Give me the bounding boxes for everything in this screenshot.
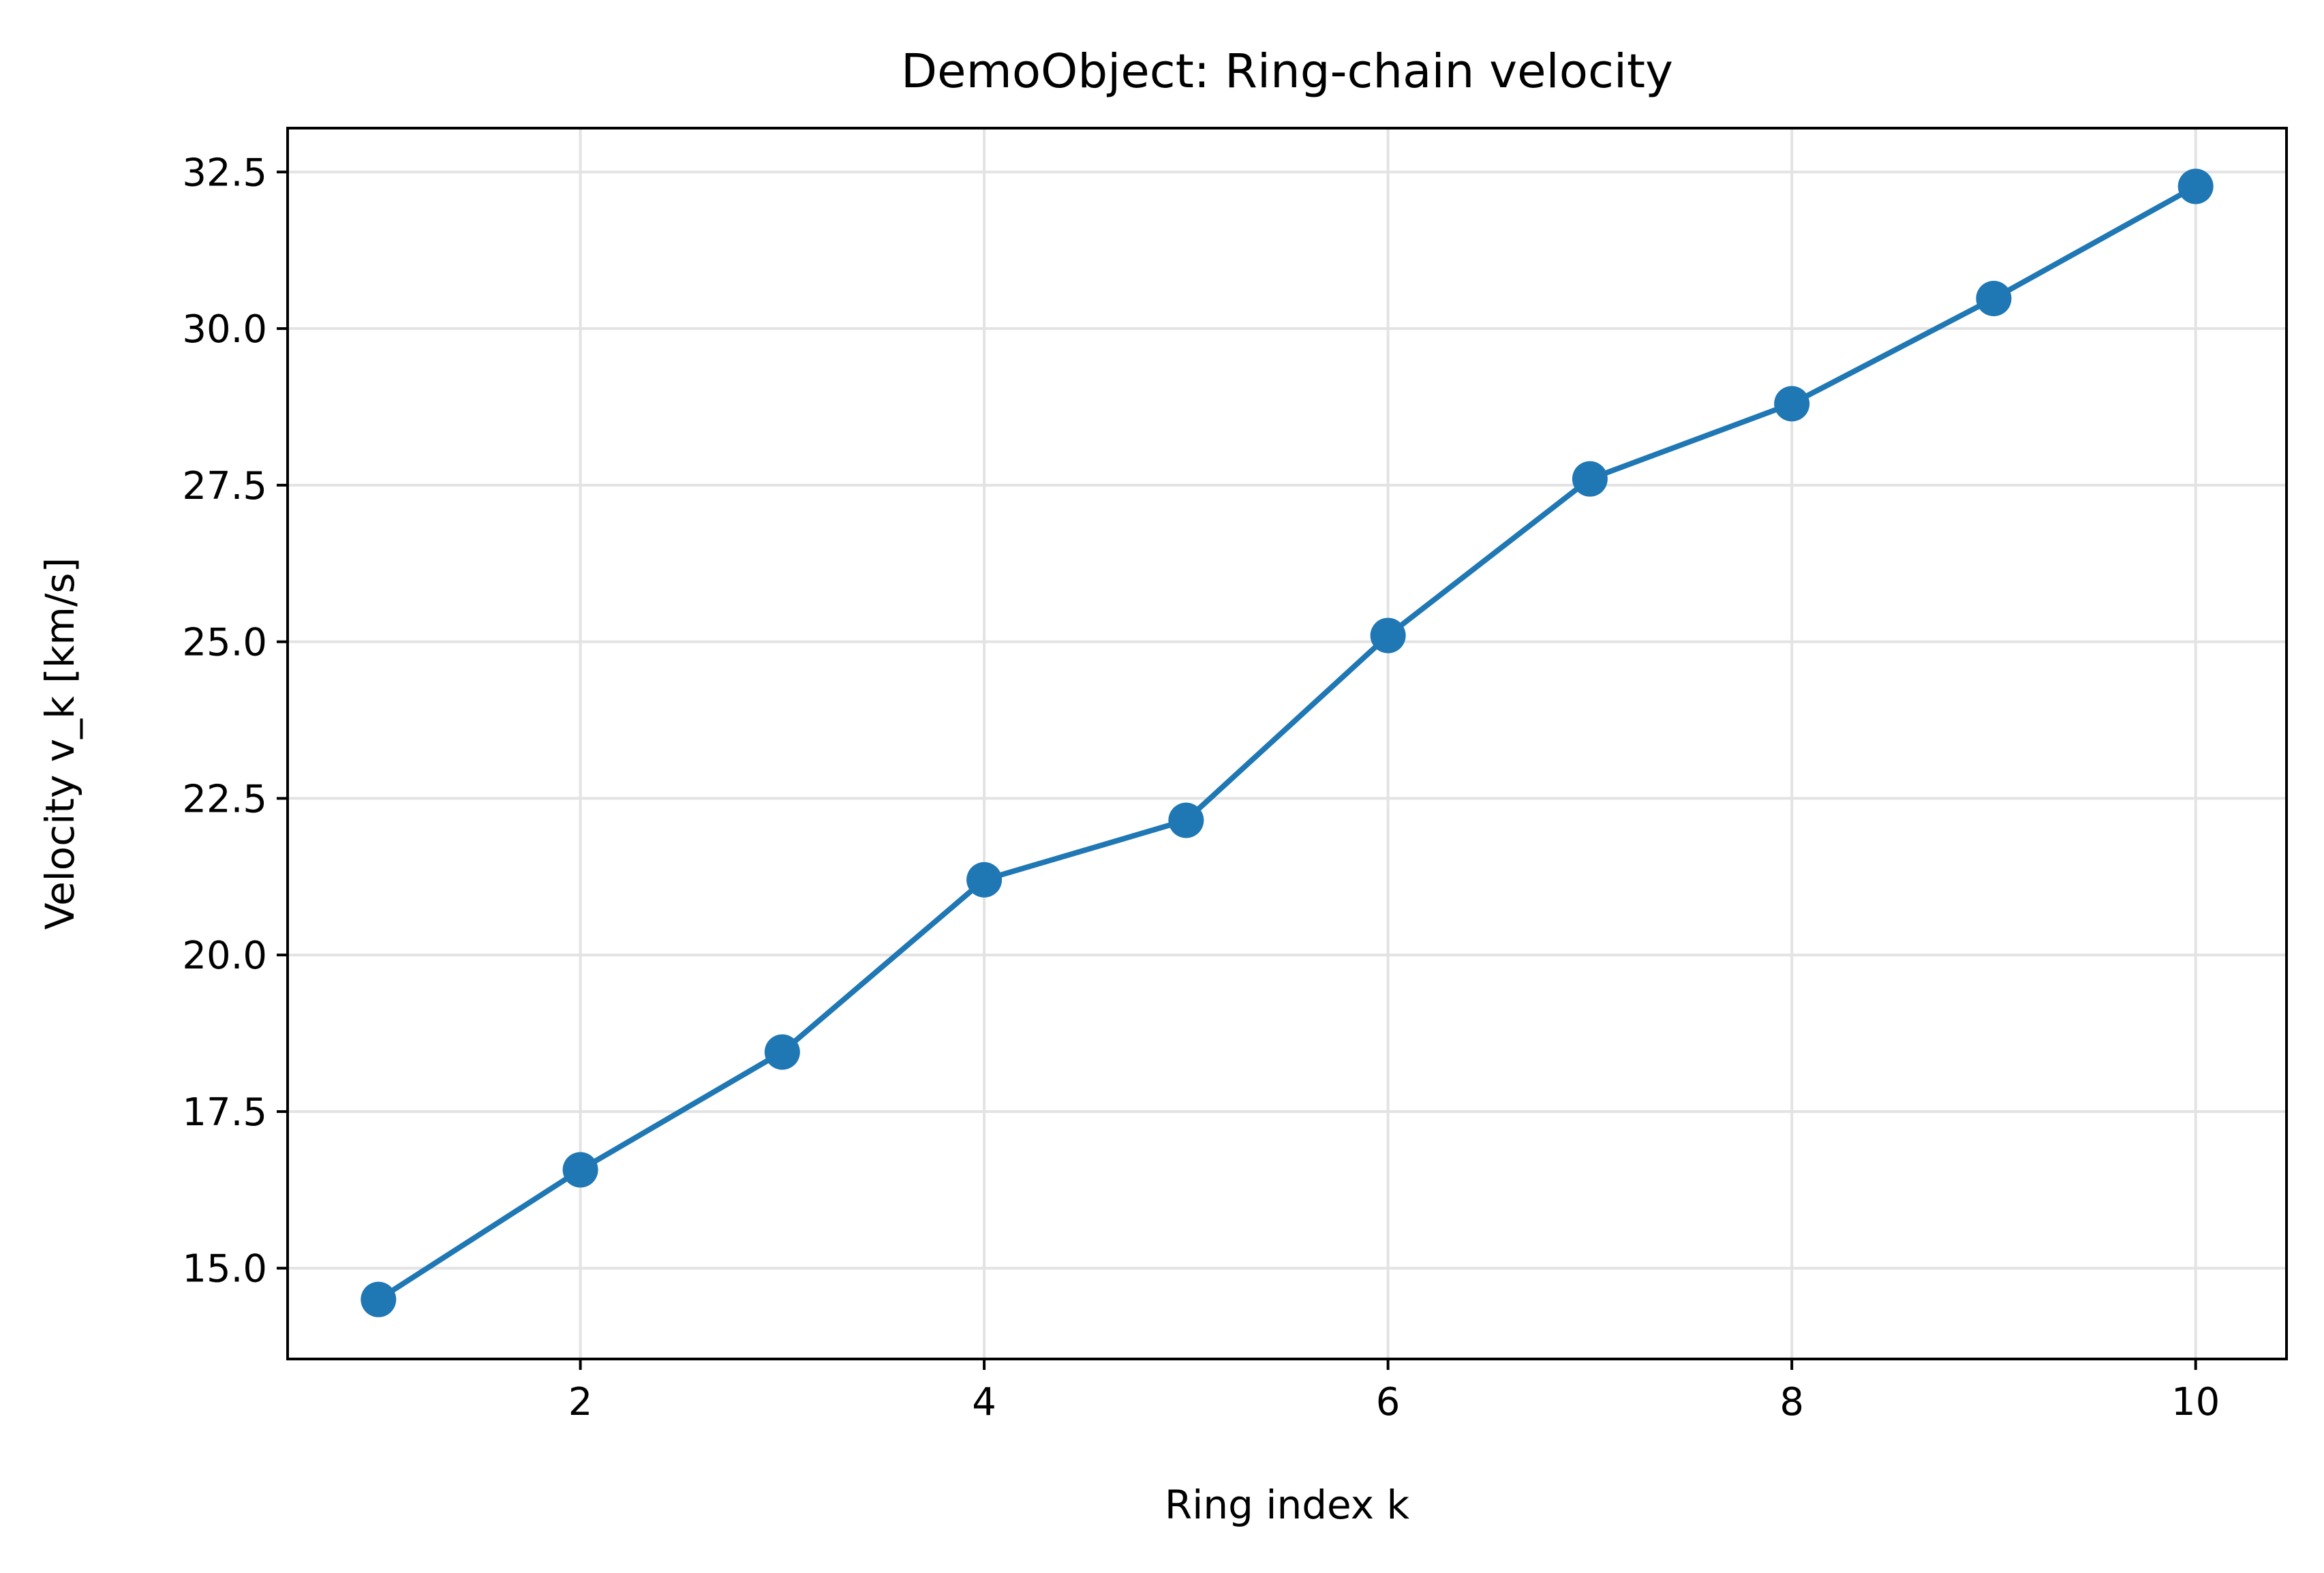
x-axis-label: Ring index k <box>1165 1482 1410 1528</box>
data-point <box>1572 461 1608 497</box>
data-point <box>2177 168 2214 204</box>
data-point <box>1370 617 1406 654</box>
x-tick-label: 10 <box>2171 1380 2220 1424</box>
chart-title: DemoObject: Ring-chain velocity <box>901 44 1673 99</box>
data-point <box>966 861 1003 898</box>
y-tick-label: 27.5 <box>182 464 267 508</box>
y-tick-label: 30.0 <box>182 307 267 352</box>
data-point <box>1774 386 1810 422</box>
y-tick-label: 22.5 <box>182 777 267 821</box>
data-point <box>1168 802 1204 838</box>
y-tick-label: 20.0 <box>182 934 267 978</box>
plot-area-frame <box>286 127 2288 1360</box>
axis-ticks: 2 4 6 8 10 15.0 17.5 20.0 22.5 25.0 27.5 30.0 32.5 <box>182 151 2220 1424</box>
series-line <box>376 183 2199 1302</box>
y-tick-label: 25.0 <box>182 621 267 665</box>
y-tick-label: 32.5 <box>182 151 267 195</box>
series-layer <box>361 168 2214 1317</box>
data-point <box>764 1034 800 1070</box>
x-tick-label: 8 <box>1779 1380 1804 1424</box>
grid-lines <box>288 128 2287 1359</box>
data-point <box>361 1281 397 1317</box>
x-tick-label: 2 <box>568 1380 593 1424</box>
y-tick-label: 17.5 <box>182 1090 267 1135</box>
y-axis-label: Velocity v_k [km/s] <box>37 558 83 930</box>
x-tick-label: 6 <box>1376 1380 1401 1424</box>
x-tick-label: 4 <box>972 1380 996 1424</box>
y-tick-label: 15.0 <box>182 1247 267 1292</box>
data-point <box>562 1152 598 1188</box>
data-point <box>1976 280 2012 316</box>
